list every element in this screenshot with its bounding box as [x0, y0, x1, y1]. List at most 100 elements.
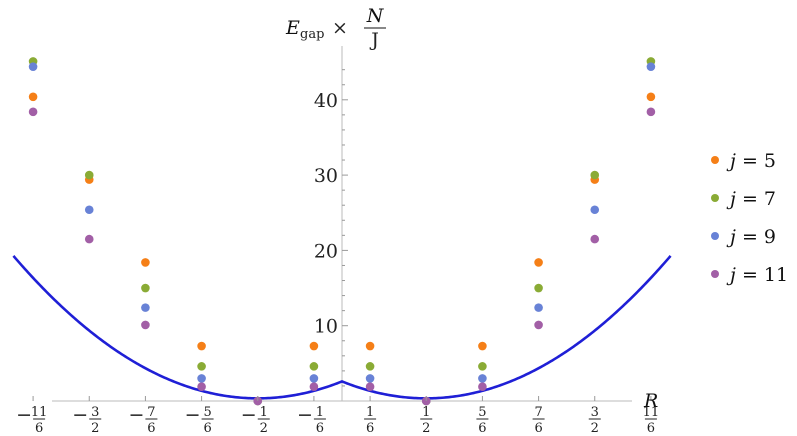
x-tick-denominator: 6 [35, 421, 43, 436]
data-point [365, 362, 375, 371]
data-point [646, 107, 656, 117]
data-point [646, 62, 656, 71]
x-tick-denominator: 2 [260, 421, 268, 436]
legend-label: j = 5 [726, 150, 776, 172]
data-point [84, 170, 94, 180]
x-tick-sign: − [72, 404, 88, 426]
x-tick-denominator: 6 [203, 421, 211, 436]
x-tick-label: −56 [185, 404, 214, 436]
x-tick-numerator: 11 [31, 405, 48, 420]
legend-label: j = 7 [726, 188, 776, 210]
x-tick-label: 12 [420, 405, 433, 436]
x-tick-numerator: 1 [366, 405, 374, 420]
x-tick-label: 56 [476, 405, 489, 436]
axis-labels: R E gap × NJ [285, 5, 658, 412]
data-point [590, 205, 600, 215]
data-point [478, 382, 487, 391]
x-tick-numerator: 1 [260, 405, 268, 420]
x-tick-sign: − [128, 404, 144, 426]
data-point [590, 170, 600, 180]
data-point [141, 283, 150, 293]
x-tick-label: −116 [16, 404, 47, 436]
y-tick-label: 40 [314, 90, 338, 112]
data-point [646, 92, 656, 102]
data-point [534, 258, 543, 267]
x-tick-denominator: 6 [647, 421, 655, 436]
data-point [478, 341, 487, 351]
y-tick-label: 20 [314, 240, 338, 262]
data-point [590, 234, 600, 244]
legend-item: j = 5 [711, 150, 776, 172]
data-point [84, 205, 94, 215]
x-tick-label: −76 [128, 404, 158, 436]
x-tick-denominator: 2 [422, 421, 430, 436]
y-label-denominator: J [369, 29, 379, 51]
legend-item: j = 9 [711, 226, 776, 248]
y-tick-label: 30 [314, 165, 338, 187]
data-point [365, 374, 375, 383]
x-tick-sign: − [241, 404, 257, 426]
x-tick-label: −16 [297, 404, 326, 436]
x-tick-denominator: 6 [534, 421, 542, 436]
x-axis-label: R [643, 390, 658, 412]
y-label-symbol: E [285, 17, 300, 39]
y-tick-label: 10 [314, 316, 338, 338]
data-point [28, 92, 38, 102]
x-tick-denominator: 2 [91, 421, 99, 436]
x-tick-denominator: 2 [591, 421, 599, 436]
data-point [309, 362, 319, 371]
data-point [84, 234, 94, 244]
x-tick-numerator: 7 [147, 405, 155, 420]
x-tick-sign: − [297, 404, 313, 426]
x-tick-label: 16 [364, 405, 377, 436]
y-label-numerator: N [366, 5, 385, 27]
data-point [28, 62, 38, 71]
legend-marker [711, 232, 719, 240]
data-point [141, 320, 150, 330]
x-tick-numerator: 1 [422, 405, 430, 420]
y-label-subscript: gap [300, 27, 324, 42]
data-point [365, 341, 375, 351]
legend-label: j = 9 [726, 226, 776, 248]
x-tick-label: 32 [588, 405, 601, 436]
x-tick-numerator: 3 [591, 405, 599, 420]
x-tick-numerator: 7 [534, 405, 542, 420]
x-tick-denominator: 6 [478, 421, 486, 436]
x-tick-label: −12 [241, 404, 270, 436]
legend-marker [711, 270, 719, 278]
data-point [197, 382, 206, 391]
data-point [309, 382, 319, 391]
y-label-times: × [332, 17, 348, 39]
x-tick-denominator: 6 [147, 421, 155, 436]
x-tick-numerator: 5 [478, 405, 486, 420]
fit-curve [12, 255, 672, 400]
data-point [478, 374, 487, 383]
data-point [534, 320, 543, 330]
data-point [197, 362, 206, 371]
axes [52, 46, 632, 402]
data-point [478, 362, 487, 371]
x-tick-sign: − [185, 404, 201, 426]
legend-marker [711, 194, 719, 202]
data-point [197, 374, 206, 383]
x-tick-denominator: 6 [316, 421, 324, 436]
data-point [141, 258, 150, 267]
series-4 [28, 107, 656, 406]
legend: j = 5 j = 7 j = 9 j = 11 [711, 150, 788, 286]
legend-marker [711, 156, 719, 164]
x-tick-numerator: 11 [643, 405, 660, 420]
data-point [365, 382, 375, 391]
data-point [28, 107, 38, 117]
data-point [534, 283, 543, 293]
data-point [309, 374, 319, 383]
legend-label: j = 11 [726, 264, 788, 286]
x-tick-label: −32 [72, 404, 102, 436]
curve-layer [12, 255, 672, 400]
x-tick-sign: − [16, 404, 32, 426]
x-tick-numerator: 3 [91, 405, 99, 420]
data-point [197, 341, 206, 351]
x-tick-label: 116 [643, 405, 660, 436]
